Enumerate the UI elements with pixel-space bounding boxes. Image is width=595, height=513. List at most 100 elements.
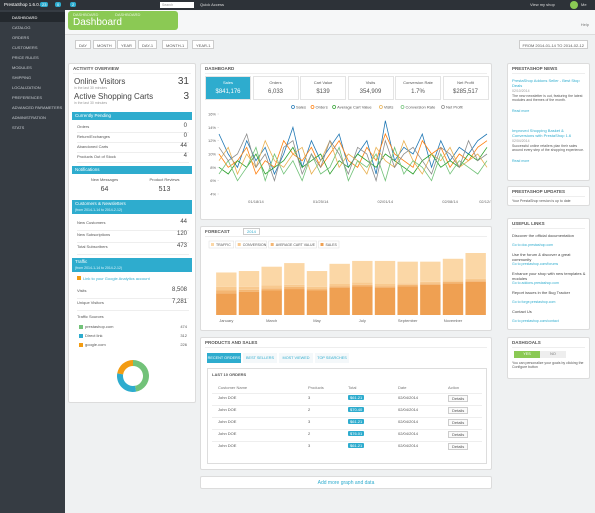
kpi[interactable]: Net Profit $285,517 bbox=[442, 76, 489, 100]
sidebar: DASHBOARD CATALOG ORDERS CUSTOMERS PRICE RUL… bbox=[0, 10, 65, 513]
legend-box bbox=[208, 240, 234, 249]
link-url[interactable]: Go to prestashop.com/forums bbox=[512, 262, 559, 266]
kpi[interactable]: Sales $841,176 bbox=[205, 76, 251, 100]
series-line bbox=[218, 145, 488, 183]
quick-access[interactable]: Quick Access bbox=[200, 2, 225, 7]
details-button[interactable]: Details bbox=[448, 431, 469, 438]
y-tick-label: 12% bbox=[208, 138, 216, 143]
view-shop[interactable]: View my shop bbox=[530, 2, 555, 7]
link-url[interactable]: Go to addons.prestashop.com bbox=[512, 281, 559, 285]
row-label: Products Out of Stock bbox=[77, 154, 189, 163]
nav-item[interactable]: PRICE RULES bbox=[12, 55, 39, 60]
ga-icon bbox=[77, 276, 81, 280]
heading: USEFUL LINKS bbox=[512, 221, 585, 229]
bar-segment bbox=[397, 286, 418, 315]
nav-item[interactable]: ADVANCED PARAMETERS bbox=[12, 105, 63, 110]
year-select[interactable]: 2014 bbox=[243, 228, 260, 235]
cell: John DOE bbox=[218, 431, 237, 436]
kpi[interactable]: Cart Value $139 bbox=[300, 76, 346, 100]
kpi[interactable]: Orders 6,033 bbox=[252, 76, 299, 100]
search-box[interactable]: Search bbox=[160, 2, 194, 8]
page-title: Dashboard bbox=[73, 17, 122, 28]
tab[interactable]: BEST SELLERS bbox=[243, 353, 277, 363]
bar-segment bbox=[442, 280, 464, 282]
period-button[interactable]: MONTH bbox=[93, 40, 116, 49]
details-button[interactable]: Details bbox=[448, 443, 469, 450]
nav-item[interactable]: SHIPPING bbox=[12, 75, 32, 80]
bar-segment bbox=[329, 284, 350, 287]
nav-item[interactable]: DASHBOARD bbox=[0, 12, 65, 22]
add-more-button[interactable]: Add more graph and data bbox=[200, 476, 492, 489]
kpi-label: Net Profit bbox=[457, 80, 474, 85]
link-url[interactable]: Go to prestashop.com/contact bbox=[512, 319, 559, 323]
bar-segment bbox=[306, 290, 328, 315]
legend-value: 474 bbox=[180, 324, 187, 329]
breadcrumb: DASHBOARD bbox=[73, 12, 99, 17]
section-header: Notifications bbox=[72, 166, 192, 174]
y-tick-label: 10% bbox=[208, 152, 216, 157]
period-button[interactable]: MONTH-1 bbox=[162, 40, 189, 49]
link-url[interactable]: Go to doc.prestashop.com bbox=[512, 243, 554, 247]
series-line bbox=[218, 139, 488, 176]
bar-segment bbox=[261, 288, 282, 291]
badge[interactable]: 0 bbox=[55, 2, 62, 7]
cell: John DOE bbox=[218, 407, 237, 412]
brand: PrestaShop 1.6.0.3 bbox=[4, 2, 43, 7]
read-more[interactable]: Read more bbox=[512, 159, 530, 163]
bar-segment bbox=[374, 287, 396, 315]
legend-label: SALES bbox=[326, 243, 338, 247]
toggle[interactable]: YES bbox=[514, 351, 540, 358]
nav-item[interactable]: STATS bbox=[12, 125, 25, 130]
metric-label: Active Shopping Carts bbox=[74, 92, 154, 101]
help-button[interactable]: Help bbox=[580, 22, 589, 27]
bar-segment bbox=[261, 266, 282, 286]
row-value: 0 bbox=[183, 123, 187, 129]
details-button[interactable]: Details bbox=[448, 395, 469, 402]
period-button[interactable]: DAY bbox=[75, 40, 91, 49]
heading: FORECAST bbox=[205, 229, 487, 237]
details-button[interactable]: Details bbox=[448, 419, 469, 426]
nav-item[interactable]: LOCALIZATION bbox=[12, 85, 41, 90]
metric-label: Online Visitors bbox=[74, 77, 126, 86]
kpi-value: 354,909 bbox=[359, 89, 382, 95]
row-label: Unique Visitors bbox=[77, 300, 189, 311]
news-title[interactable]: PrestaShop Addons Seller - Best Stop Dea… bbox=[512, 78, 580, 88]
ga-link[interactable]: Link to your Google Analytics account bbox=[83, 276, 150, 281]
x-tick-label: 01/18/14 bbox=[248, 199, 264, 204]
badge[interactable]: 2 bbox=[70, 2, 77, 7]
products-panel: PRODUCTS AND SALES RECENT ORDERS BEST SELL… bbox=[200, 337, 492, 470]
news-date: 02/04/2014 bbox=[512, 139, 530, 143]
bar-segment bbox=[306, 286, 328, 290]
bar-segment bbox=[238, 271, 260, 287]
badge[interactable]: 23 bbox=[40, 2, 49, 7]
details-button[interactable]: Details bbox=[448, 407, 469, 414]
cell: 02/04/2014 bbox=[398, 407, 419, 412]
nav-item[interactable]: MODULES bbox=[12, 65, 32, 70]
period-button[interactable]: YEAR bbox=[117, 40, 136, 49]
section-note: (from 2014-1-14 to 2014-2-12) bbox=[75, 208, 123, 212]
news-title[interactable]: Improved Shopping Basket & Conversions w… bbox=[512, 128, 572, 138]
period-button[interactable]: DAY-1 bbox=[138, 40, 158, 49]
bar-segment bbox=[306, 289, 328, 291]
cell: 2 bbox=[308, 407, 311, 412]
goals-panel: DASHGOALS YES NO You can personalize your g… bbox=[507, 337, 590, 379]
nav-item[interactable]: CATALOG bbox=[12, 25, 31, 30]
legend-marker bbox=[400, 105, 405, 109]
nav-item[interactable]: ADMINISTRATION bbox=[12, 115, 46, 120]
orders-box: LAST 10 ORDERS Customer Name Products Total… bbox=[207, 368, 487, 464]
cell: 02/04/2014 bbox=[398, 443, 419, 448]
link-url[interactable]: Go to forge.prestashop.com bbox=[512, 300, 556, 304]
toggle[interactable]: NO bbox=[540, 351, 566, 358]
nav-item[interactable]: CUSTOMERS bbox=[12, 45, 38, 50]
nav-item[interactable]: ORDERS bbox=[12, 35, 30, 40]
tab[interactable]: RECENT ORDERS bbox=[207, 353, 241, 363]
read-more[interactable]: Read more bbox=[512, 109, 530, 113]
nav-item[interactable]: PREFERENCES bbox=[12, 95, 43, 100]
tab[interactable]: TOP SEARCHES bbox=[315, 353, 349, 363]
tab[interactable]: MOST VIEWED bbox=[279, 353, 313, 363]
period-button[interactable]: YEAR-1 bbox=[192, 40, 215, 49]
kpi[interactable]: Visits 354,909 bbox=[347, 76, 394, 100]
column-header: Customer Name bbox=[218, 385, 248, 390]
kpi[interactable]: Conversion Rate 1.7% bbox=[395, 76, 441, 100]
date-range[interactable]: FROM 2014-01-14 TO 2014-02-12 bbox=[518, 40, 588, 49]
